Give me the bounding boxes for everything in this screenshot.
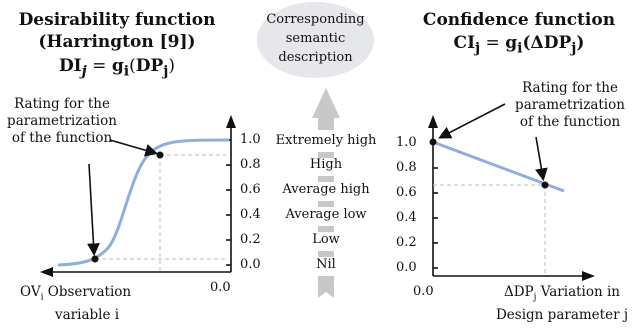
left-formula-arg-sub: j	[163, 63, 169, 80]
right-formula-close: )	[576, 33, 585, 53]
left-ytick: 0.8	[240, 157, 261, 172]
right-formula-eq: =	[480, 33, 506, 53]
right-ytick: 0.6	[396, 185, 417, 200]
left-ytick: 0.6	[240, 182, 261, 197]
left-axes	[52, 128, 232, 273]
left-x-label-line2: variable i	[55, 306, 120, 323]
right-y-axis-arrowhead	[428, 115, 438, 128]
bubble-line2: semantic	[285, 31, 346, 46]
bubble-line3: description	[278, 50, 353, 65]
left-x-origin-label: 0.0	[210, 280, 231, 295]
left-formula-close: )	[168, 56, 176, 76]
left-formula-lhs: DI	[58, 56, 82, 76]
desirability-curve	[57, 138, 230, 267]
left-formula-fn: g	[111, 56, 124, 76]
right-note-arrow-2	[535, 136, 548, 182]
right-ytick: 0.4	[396, 210, 417, 225]
left-note-line2: parametrization	[7, 113, 117, 129]
right-formula: CIj = gi(ΔDPj)	[400, 33, 638, 56]
left-formula: DIj = gi(DPj)	[0, 56, 234, 79]
right-x-label: ΔDPj Variation in Design parameter j	[489, 284, 635, 324]
left-note-arrow-1	[109, 139, 159, 157]
right-ytick: 1.0	[396, 135, 417, 150]
left-title-line2: (Harrington [9])	[38, 32, 196, 52]
left-formula-lhs-sub: j	[81, 63, 87, 80]
left-x-label: OVi Observation variable i	[20, 284, 131, 324]
left-title-line1: Desirability function	[18, 10, 216, 30]
right-formula-fn-sub: i	[517, 40, 523, 57]
right-point-end	[541, 181, 549, 189]
right-formula-arg: (ΔDP	[522, 33, 572, 53]
left-ytick: 1.0	[240, 132, 261, 147]
right-note-arrow-1	[438, 103, 506, 139]
left-x-label-rest: Observation	[43, 284, 132, 300]
right-title: Confidence function	[422, 10, 616, 30]
left-note: Rating for the parametrization of the fu…	[0, 96, 124, 147]
bubble-line1: Corresponding	[266, 12, 365, 27]
right-x-label-prefix: ΔDP	[503, 284, 534, 300]
left-formula-eq: =	[86, 56, 112, 76]
left-formula-arg: DP	[135, 56, 164, 76]
right-note: Rating for the parametrization of the fu…	[507, 80, 633, 131]
left-formula-open: (	[129, 56, 136, 76]
semantic-arrow	[312, 88, 340, 298]
left-guides	[95, 154, 226, 272]
right-ytick: 0.0	[396, 260, 417, 275]
right-formula-arg-sub: j	[571, 40, 577, 57]
left-title: Desirability function (Harrington [9])	[0, 9, 234, 53]
right-note-line3: of the function	[519, 114, 621, 130]
semantic-bubble: Corresponding semantic description	[257, 2, 374, 78]
right-axes	[432, 128, 582, 277]
left-ytick: 0.2	[240, 232, 261, 247]
left-y-axis-arrowhead	[226, 115, 236, 128]
right-point-start	[429, 138, 437, 146]
level-label: Average low	[285, 207, 367, 222]
left-point-low	[91, 255, 99, 263]
left-note-line1: Rating for the	[14, 96, 110, 112]
level-label: Low	[312, 232, 340, 247]
right-formula-fn: g	[505, 33, 518, 53]
right-x-label-sub: j	[533, 292, 537, 303]
right-x-label-rest: Variation in	[536, 284, 620, 300]
right-guides	[433, 184, 546, 276]
level-label: Nil	[316, 257, 336, 272]
right-formula-lhs-sub: j	[475, 40, 481, 57]
right-x-axis-arrowhead	[582, 271, 595, 281]
right-note-line1: Rating for the	[522, 80, 618, 96]
right-formula-lhs: CI	[453, 33, 476, 53]
left-ytick: 0.4	[240, 207, 261, 222]
left-ytick: 0.0	[240, 257, 261, 272]
left-point-high	[156, 151, 164, 159]
confidence-line	[432, 140, 565, 193]
left-x-label-sub: i	[40, 292, 44, 303]
left-x-label-prefix: OV	[20, 284, 41, 300]
right-note-line2: parametrization	[515, 97, 625, 113]
level-label: Average high	[282, 182, 370, 197]
left-note-arrow-2	[87, 163, 100, 257]
left-x-axis-arrowhead	[40, 267, 53, 277]
right-ytick: 0.8	[396, 160, 417, 175]
right-x-label-line2: Design parameter j	[495, 306, 628, 323]
left-note-line3: of the function	[11, 130, 113, 146]
right-x-origin-label: 0.0	[413, 284, 434, 299]
left-formula-fn-sub: i	[123, 63, 130, 80]
level-label: Extremely high	[275, 133, 377, 148]
level-label: High	[309, 157, 343, 172]
right-ytick: 0.2	[396, 235, 417, 250]
